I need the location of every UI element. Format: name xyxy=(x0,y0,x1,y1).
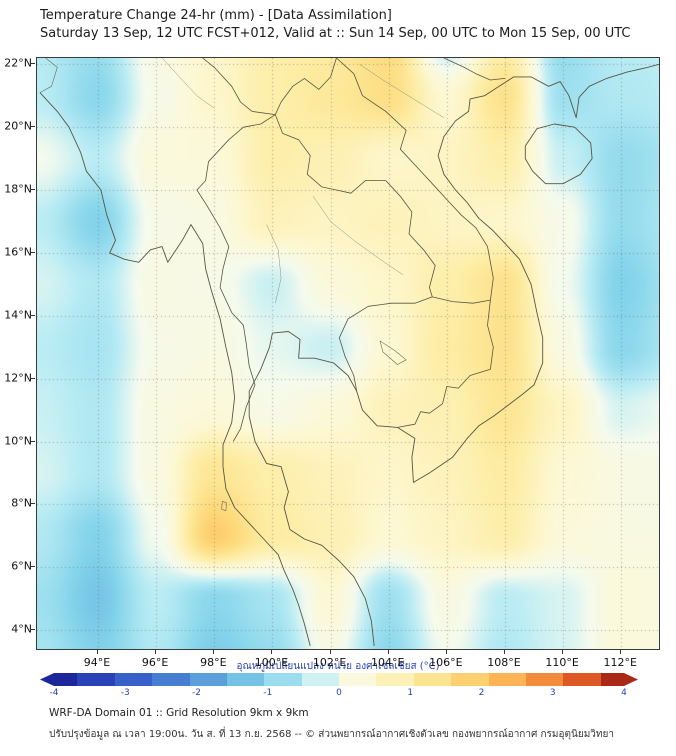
map-border-line xyxy=(202,58,276,115)
colorbar-segment xyxy=(451,673,488,686)
colorbar-tick-label: -1 xyxy=(263,688,273,698)
map-border-line xyxy=(39,92,311,647)
lon-tick-mark xyxy=(562,650,564,654)
lon-tick-mark xyxy=(503,650,505,654)
lat-tick-label: 20°N xyxy=(4,119,32,133)
lat-tick-label: 14°N xyxy=(4,308,32,322)
lon-tick-label: 96°E xyxy=(141,656,169,669)
colorbar-tick-label: -3 xyxy=(120,688,130,698)
lat-tick-mark xyxy=(31,440,35,442)
colorbar-segment xyxy=(264,673,301,686)
colorbar-tick-row: -4 -3 -2 -1 0 1 2 3 4 xyxy=(40,688,638,700)
map-border-line xyxy=(336,58,494,301)
map-border-line xyxy=(359,64,445,118)
colorbar-segment xyxy=(40,673,77,686)
lon-tick-mark xyxy=(620,650,622,654)
lat-tick-label: 6°N xyxy=(11,559,32,573)
lat-tick-label: 8°N xyxy=(11,496,32,510)
lon-tick-label: 106°E xyxy=(429,656,463,669)
map-border-line xyxy=(161,58,215,109)
colorbar-tick-label: -4 xyxy=(49,688,59,698)
lon-tick-label: 102°E xyxy=(312,656,347,669)
lon-tick-label: 98°E xyxy=(200,656,227,669)
colorbar-segment xyxy=(152,673,189,686)
colorbar-tick-label: 1 xyxy=(407,688,414,698)
colorbar-tick-label: 0 xyxy=(336,688,342,698)
colorbar-segment xyxy=(190,673,227,686)
map-border-line xyxy=(443,58,506,81)
lat-tick-mark xyxy=(31,126,35,128)
colorbar-tick-label: 4 xyxy=(621,688,627,698)
colorbar-segment xyxy=(77,673,114,686)
map-border-line xyxy=(266,224,282,304)
map-border-line xyxy=(39,58,58,93)
colorbar xyxy=(40,673,638,686)
chart-title: Temperature Change 24-hr (mm) - [Data As… xyxy=(40,8,392,23)
colorbar-segment xyxy=(601,673,638,686)
map-border-line xyxy=(432,296,491,304)
model-info: WRF-DA Domain 01 :: Grid Resolution 9km … xyxy=(49,707,309,719)
lon-tick-label: 110°E xyxy=(545,656,579,669)
lat-tick-label: 22°N xyxy=(4,56,32,70)
lon-tick-mark xyxy=(387,650,389,654)
lat-tick-mark xyxy=(31,251,35,253)
colorbar-segment xyxy=(376,673,413,686)
colorbar-segment xyxy=(526,673,563,686)
lat-tick-mark xyxy=(31,377,35,379)
lat-tick-mark xyxy=(31,566,35,568)
colorbar-segment xyxy=(115,673,152,686)
update-info: ปรับปรุงข้อมูล ณ เวลา 19:00น. วัน ส. ที่… xyxy=(49,729,614,740)
map-border-line xyxy=(338,296,433,392)
lat-tick-label: 16°N xyxy=(4,245,32,259)
lon-tick-mark xyxy=(155,650,157,654)
map-border-line xyxy=(221,501,227,512)
map-border-line xyxy=(196,114,276,442)
lon-tick-mark xyxy=(213,650,215,654)
lat-tick-label: 18°N xyxy=(4,182,32,196)
lat-tick-label: 12°N xyxy=(4,371,32,385)
temperature-heatmap-canvas xyxy=(37,58,659,649)
colorbar-segment xyxy=(563,673,600,686)
map-border-line xyxy=(524,123,593,185)
lon-tick-mark xyxy=(271,650,273,654)
colorbar-tick-label: 2 xyxy=(478,688,485,698)
lat-tick-label: 10°N xyxy=(4,434,32,448)
colorbar-segment xyxy=(339,673,376,686)
lat-tick-mark xyxy=(31,314,35,316)
lat-tick-mark xyxy=(31,63,35,65)
colorbar-segment xyxy=(489,673,526,686)
lon-tick-label: 104°E xyxy=(370,656,405,669)
lat-tick-mark xyxy=(31,629,35,631)
lon-tick-mark xyxy=(97,650,99,654)
country-borders-overlay xyxy=(39,58,659,647)
map-border-line xyxy=(379,340,407,365)
chart-subtitle: Saturday 13 Sep, 12 UTC FCST+012, Valid … xyxy=(40,26,631,41)
lat-tick-mark xyxy=(31,503,35,505)
colorbar-segment xyxy=(414,673,451,686)
lon-tick-label: 108°E xyxy=(487,656,521,669)
lon-tick-label: 100°E xyxy=(254,656,289,669)
lon-tick-mark xyxy=(445,650,447,654)
map-border-line xyxy=(397,300,494,428)
map-border-line xyxy=(312,196,404,276)
lon-tick-label: 94°E xyxy=(83,656,111,669)
colorbar-label: อุณหภูมิเปลี่ยนแปลง หน่วย องศาเซลเซียส (… xyxy=(236,661,440,672)
map-border-line xyxy=(274,114,436,298)
lon-tick-mark xyxy=(329,650,331,654)
lat-tick-mark xyxy=(31,189,35,191)
colorbar-tick-label: 3 xyxy=(549,688,556,698)
map-border-line xyxy=(248,63,659,646)
map-border-line xyxy=(274,58,337,115)
colorbar-tick-label: -2 xyxy=(192,688,201,698)
colorbar-segment xyxy=(227,673,264,686)
lon-tick-label: 112°E xyxy=(603,656,637,669)
colorbar-segment xyxy=(302,673,339,686)
map-plot-area xyxy=(36,57,660,650)
lat-tick-label: 4°N xyxy=(11,622,32,636)
